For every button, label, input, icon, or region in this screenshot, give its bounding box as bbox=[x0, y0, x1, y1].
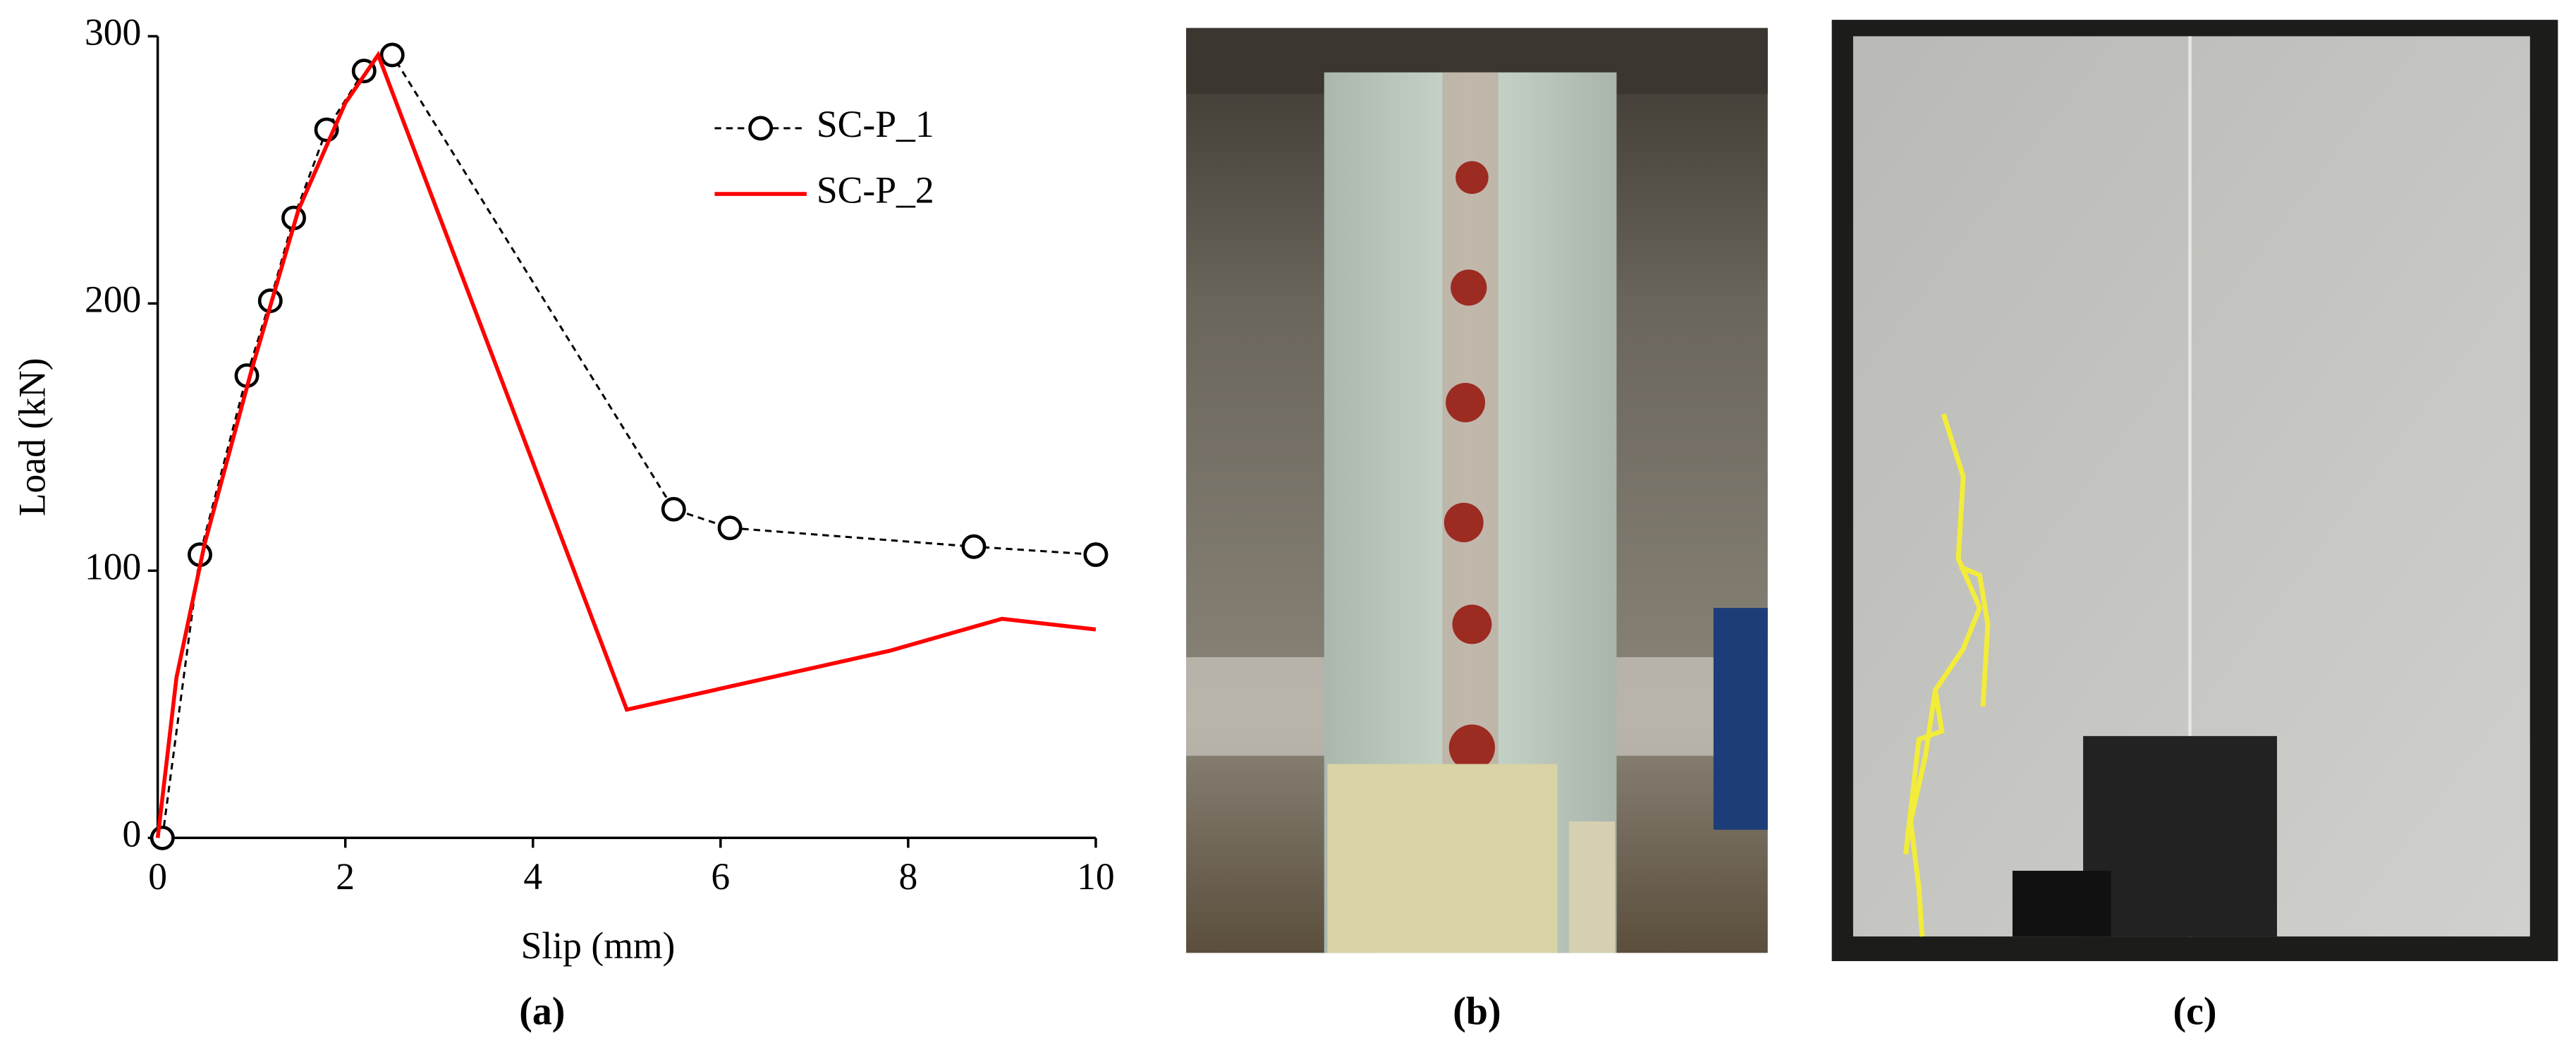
corrosion-spot bbox=[1446, 382, 1486, 422]
y-tick-label: 200 bbox=[85, 279, 141, 321]
legend-label: SC-P_2 bbox=[817, 169, 934, 211]
x-axis-label: Slip (mm) bbox=[521, 924, 676, 967]
chart: Slip (mm) Load (kN) 0 2 4 6 8 100100200300SC-… bbox=[11, 11, 1115, 967]
x-tick-label: 6 bbox=[711, 855, 730, 898]
panel-label: (b) bbox=[1453, 990, 1501, 1034]
corrosion-spot bbox=[1455, 161, 1489, 195]
photo-b bbox=[1186, 28, 1768, 953]
y-tick-label: 0 bbox=[123, 813, 142, 855]
specimen-rubble bbox=[1568, 821, 1616, 953]
data-point bbox=[379, 42, 405, 68]
x-tick-label: 10 bbox=[1077, 855, 1115, 898]
corrosion-spot bbox=[1443, 503, 1484, 542]
corrosion-spot bbox=[1451, 269, 1487, 306]
legend-marker bbox=[748, 116, 774, 141]
series-line bbox=[161, 53, 1097, 838]
crack-line bbox=[1907, 413, 1983, 937]
specimen-rubble bbox=[1327, 764, 1558, 953]
data-point bbox=[149, 825, 175, 850]
y-tick-label: 300 bbox=[85, 11, 141, 54]
x-tick-label: 2 bbox=[336, 855, 355, 898]
y-axis-label: Load (kN) bbox=[11, 358, 54, 517]
photo-c bbox=[1831, 20, 2558, 962]
photo-equipment bbox=[1713, 608, 1768, 830]
data-point bbox=[961, 534, 987, 559]
data-point bbox=[717, 515, 743, 541]
data-point bbox=[1083, 542, 1109, 568]
x-tick-label: 0 bbox=[148, 855, 167, 898]
corrosion-spot bbox=[1452, 604, 1492, 644]
corrosion-spot bbox=[1448, 724, 1496, 771]
x-tick-label: 4 bbox=[523, 855, 542, 898]
series-line bbox=[155, 50, 1097, 838]
data-point bbox=[661, 496, 686, 522]
test-fixture bbox=[2083, 735, 2277, 937]
crack-line bbox=[1959, 564, 1991, 707]
crack-line bbox=[1903, 690, 1945, 855]
panel-label: (c) bbox=[2173, 990, 2216, 1034]
panel-label: (a) bbox=[519, 990, 565, 1034]
x-tick-label: 8 bbox=[898, 855, 917, 898]
y-tick-label: 100 bbox=[85, 546, 141, 588]
legend-label: SC-P_1 bbox=[817, 103, 934, 145]
test-fixture bbox=[2012, 870, 2111, 937]
legend: SC-P_1 SC-P_2 bbox=[714, 103, 934, 211]
